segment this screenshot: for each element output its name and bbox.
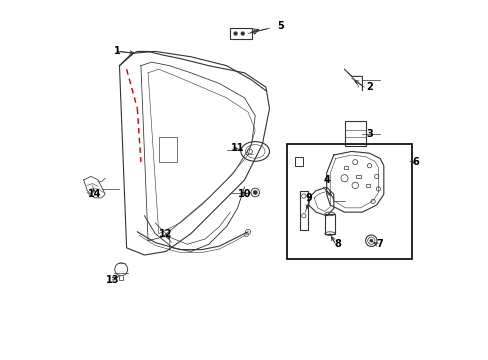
Bar [365,184,369,187]
Text: 5: 5 [276,21,283,31]
Circle shape [369,239,372,243]
Text: 1: 1 [114,46,121,57]
Text: 2: 2 [366,82,372,92]
Bar [287,144,411,258]
Circle shape [234,32,237,35]
Text: 9: 9 [305,193,311,203]
Text: 6: 6 [412,157,419,167]
Text: 12: 12 [159,229,172,239]
Bar [294,157,303,166]
Text: 8: 8 [333,239,340,249]
Text: 11: 11 [230,143,244,153]
Circle shape [241,32,244,35]
Text: 4: 4 [323,175,329,185]
Text: 3: 3 [366,129,372,139]
Text: 10: 10 [237,189,251,199]
Bar [356,175,361,178]
Text: 13: 13 [105,275,119,285]
Bar [299,191,307,230]
Circle shape [253,190,257,195]
Bar [344,166,348,169]
Text: 7: 7 [376,239,383,249]
Text: 14: 14 [87,189,101,199]
Bar [324,214,334,234]
